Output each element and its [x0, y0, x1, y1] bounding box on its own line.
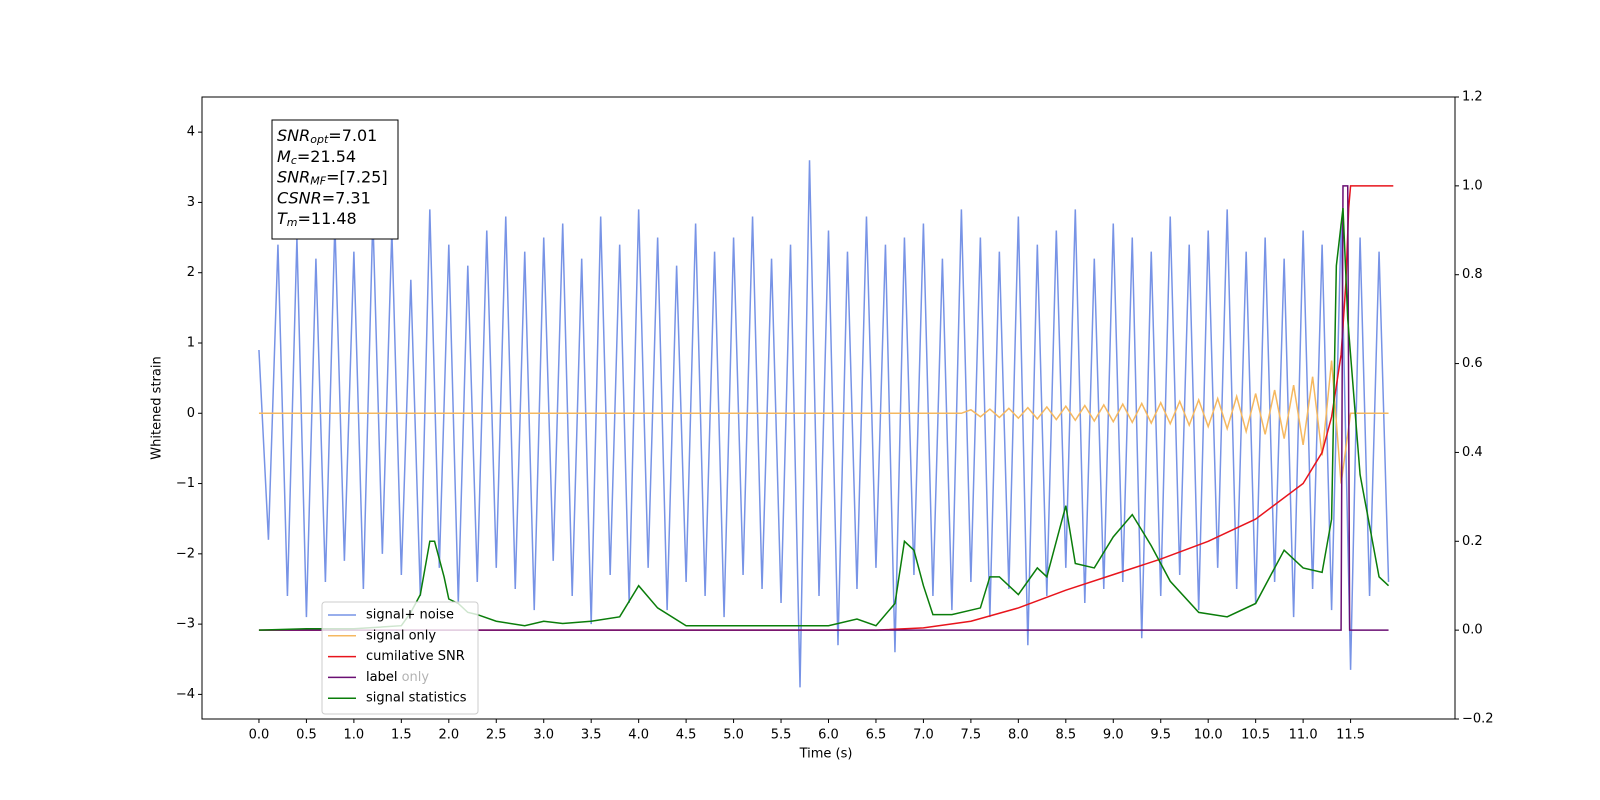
y-tick-label: −4	[176, 687, 195, 702]
annotation-sub: m	[287, 216, 298, 229]
annotation-rest: =21.54	[297, 146, 356, 165]
x-tick-label: 5.5	[771, 728, 792, 743]
x-tick-label: 4.0	[628, 728, 649, 743]
x-tick-label: 1.5	[391, 728, 412, 743]
x-tick-label: 10.0	[1194, 728, 1223, 743]
annotation: Tm=11.48	[277, 209, 357, 230]
y-tick-label: 4	[187, 125, 195, 140]
legend-ghost: label only	[366, 670, 429, 685]
annotation-rest: =[7.25]	[326, 167, 388, 186]
x-tick-label: 8.5	[1055, 728, 1076, 743]
annotation: SNRMF=[7.25]	[277, 167, 388, 188]
legend-label: signal statistics	[366, 691, 467, 706]
annotation-sub: MF	[310, 175, 326, 188]
annotation-sub: opt	[310, 133, 329, 146]
x-tick-label: 5.0	[723, 728, 744, 743]
x-tick-label: 6.0	[818, 728, 839, 743]
y-tick-label: −1	[176, 476, 195, 491]
annotation-box	[271, 119, 399, 240]
annotation-rest: =7.31	[322, 188, 371, 207]
annotation-base: M	[277, 146, 291, 165]
x-tick-label: 7.5	[961, 728, 982, 743]
y2-tick-label: 0.0	[1462, 623, 1483, 638]
y-tick-label: 0	[187, 406, 195, 421]
x-tick-label: 6.5	[866, 728, 887, 743]
annotation-base: SNR	[277, 126, 310, 145]
annotation-base: CSNR	[277, 188, 322, 207]
y-tick-label: −2	[176, 546, 195, 561]
x-tick-label: 1.0	[344, 728, 365, 743]
legend-label: label	[366, 670, 397, 685]
y-tick-label: 1	[187, 335, 195, 350]
x-tick-label: 9.0	[1103, 728, 1124, 743]
legend-box	[321, 601, 479, 715]
legend-label: signal+ noise	[366, 608, 454, 623]
x-tick-label: 11.0	[1289, 728, 1318, 743]
legend-label: cumilative SNR	[366, 649, 465, 664]
y-tick-label: 3	[187, 195, 195, 210]
y2-tick-label: 0.8	[1462, 267, 1483, 282]
x-tick-label: 3.5	[581, 728, 602, 743]
y2-tick-label: 0.2	[1462, 534, 1483, 549]
y2-tick-label: 1.2	[1462, 90, 1483, 105]
x-tick-label: 10.5	[1241, 728, 1270, 743]
x-tick-label: 3.0	[533, 728, 554, 743]
annotation-base: SNR	[277, 167, 310, 186]
x-tick-label: 11.5	[1336, 728, 1365, 743]
legend-label: signal only	[366, 628, 436, 643]
annotation-rest: =11.48	[298, 209, 357, 228]
annotation: SNRopt=7.01	[277, 126, 377, 147]
annotation-rest: =7.01	[328, 126, 377, 145]
annotation: Mc=21.54	[277, 146, 356, 167]
x-tick-label: 7.0	[913, 728, 934, 743]
y-axis-label: Whitened strain	[150, 356, 165, 459]
series-line	[258, 360, 1389, 484]
y2-tick-label: 1.0	[1462, 178, 1483, 193]
x-tick-label: 8.0	[1008, 728, 1029, 743]
x-tick-label: 4.5	[676, 728, 697, 743]
annotation: CSNR=7.31	[277, 188, 371, 207]
x-tick-label: 0.5	[296, 728, 317, 743]
annotation-sub: c	[291, 154, 297, 167]
y2-tick-label: 0.4	[1462, 445, 1483, 460]
y-tick-label: −3	[176, 617, 195, 632]
series-line	[258, 185, 1389, 631]
annotation-base: T	[277, 209, 288, 228]
x-axis-label: Time (s)	[799, 747, 853, 762]
x-tick-label: 2.0	[438, 728, 459, 743]
x-tick-label: 9.5	[1150, 728, 1171, 743]
y2-tick-label: −0.2	[1462, 712, 1494, 727]
y-tick-label: 2	[187, 265, 195, 280]
x-tick-label: 0.0	[249, 728, 270, 743]
y2-tick-label: 0.6	[1462, 356, 1483, 371]
x-tick-label: 2.5	[486, 728, 507, 743]
